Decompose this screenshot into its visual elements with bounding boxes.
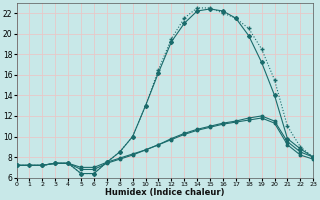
X-axis label: Humidex (Indice chaleur): Humidex (Indice chaleur)	[105, 188, 225, 197]
